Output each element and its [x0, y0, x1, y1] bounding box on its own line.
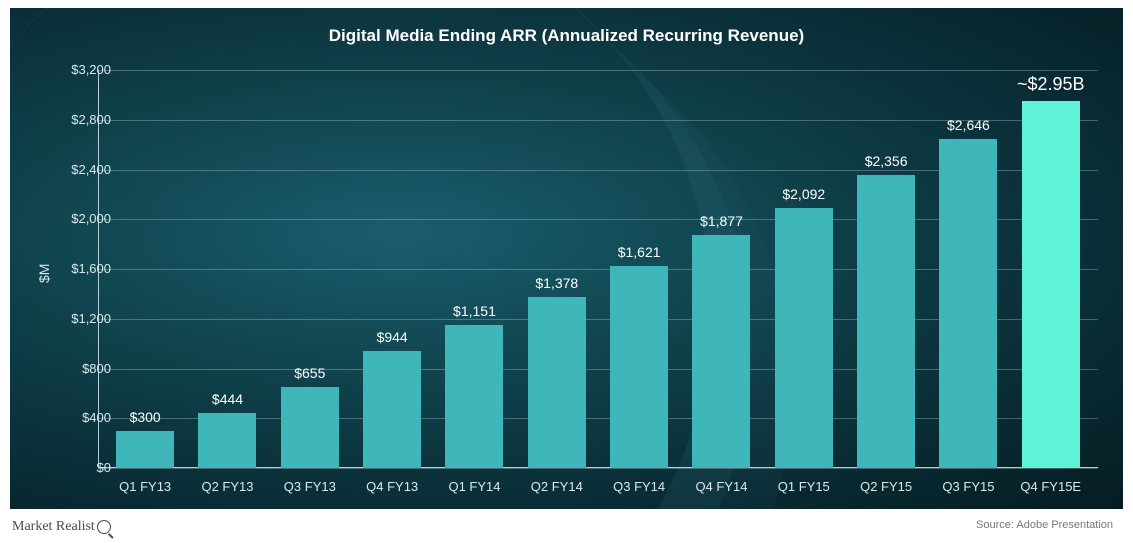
- watermark: Market Realist: [12, 519, 111, 535]
- bar-slot: $2,092Q1 FY15: [763, 70, 845, 468]
- y-tick-label: $3,200: [51, 62, 111, 77]
- bar-value-label: $1,378: [507, 275, 607, 291]
- bar: [116, 431, 174, 468]
- bar-slot: $2,356Q2 FY15: [845, 70, 927, 468]
- bar-slot: $1,151Q1 FY14: [433, 70, 515, 468]
- bar: [857, 175, 915, 468]
- watermark-text: Market Realist: [12, 519, 95, 535]
- bar-slot: ~$2.95BQ4 FY15E: [1010, 70, 1092, 468]
- bar-value-label: $2,646: [918, 117, 1018, 133]
- x-tick-label: Q4 FY15E: [1001, 479, 1101, 494]
- y-tick-label: $400: [51, 410, 111, 425]
- bar-slot: $444Q2 FY13: [186, 70, 268, 468]
- y-tick-label: $1,600: [51, 261, 111, 276]
- bar-slot: $1,621Q3 FY14: [598, 70, 680, 468]
- bar: [939, 139, 997, 468]
- bar-slot: $655Q3 FY13: [269, 70, 351, 468]
- bar-value-label: $1,621: [589, 244, 689, 260]
- bar: [1022, 101, 1080, 468]
- source-attribution: Source: Adobe Presentation: [976, 519, 1113, 531]
- bar-slot: $1,877Q4 FY14: [680, 70, 762, 468]
- bar: [775, 208, 833, 468]
- plot-area: $300Q1 FY13$444Q2 FY13$655Q3 FY13$944Q4 …: [98, 70, 1098, 468]
- bar: [610, 266, 668, 468]
- chart-title: Digital Media Ending ARR (Annualized Rec…: [10, 26, 1123, 46]
- y-tick-label: $0: [51, 460, 111, 475]
- y-tick-label: $2,000: [51, 211, 111, 226]
- y-tick-label: $2,800: [51, 112, 111, 127]
- bar-value-label: $2,356: [836, 153, 936, 169]
- chart-container: Digital Media Ending ARR (Annualized Rec…: [10, 8, 1123, 509]
- bars-group: $300Q1 FY13$444Q2 FY13$655Q3 FY13$944Q4 …: [98, 70, 1098, 468]
- bar-value-label: $1,151: [424, 303, 524, 319]
- y-tick-label: $800: [51, 361, 111, 376]
- bar: [363, 351, 421, 468]
- bar: [198, 413, 256, 468]
- bar-slot: $2,646Q3 FY15: [927, 70, 1009, 468]
- grid-line: [98, 468, 1098, 469]
- bar: [445, 325, 503, 468]
- bar-slot: $1,378Q2 FY14: [516, 70, 598, 468]
- bar-value-label: $2,092: [754, 186, 854, 202]
- bar: [528, 297, 586, 468]
- y-tick-label: $2,400: [51, 162, 111, 177]
- magnifier-icon: [97, 520, 111, 534]
- bar-slot: $944Q4 FY13: [351, 70, 433, 468]
- bar-value-label: $944: [342, 329, 442, 345]
- bar: [281, 387, 339, 468]
- y-tick-label: $1,200: [51, 311, 111, 326]
- bar-value-label: $444: [177, 391, 277, 407]
- y-axis-label: $M: [36, 264, 52, 283]
- bar: [692, 235, 750, 468]
- bar-value-label: $655: [260, 365, 360, 381]
- bar-slot: $300Q1 FY13: [104, 70, 186, 468]
- bar-value-label: ~$2.95B: [1001, 74, 1101, 95]
- bar-value-label: $1,877: [671, 213, 771, 229]
